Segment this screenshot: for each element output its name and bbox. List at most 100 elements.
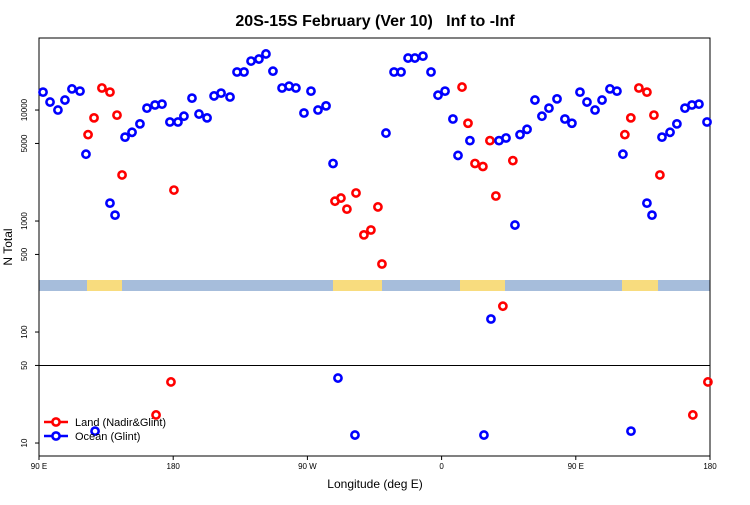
point	[410, 53, 420, 63]
point	[501, 133, 511, 143]
land-strip	[87, 280, 122, 291]
point	[127, 127, 137, 138]
point	[117, 170, 127, 180]
point	[194, 109, 204, 119]
point	[486, 314, 496, 324]
point	[522, 124, 532, 135]
point	[479, 430, 489, 440]
point	[328, 158, 338, 169]
point	[166, 377, 176, 387]
point	[426, 67, 436, 77]
point	[105, 87, 115, 98]
point	[703, 377, 713, 387]
legend-marker	[51, 417, 61, 427]
point	[567, 118, 577, 129]
point	[350, 430, 360, 440]
point	[377, 259, 387, 269]
point	[38, 87, 48, 98]
point	[45, 97, 55, 107]
point	[560, 114, 570, 124]
land-strip	[333, 280, 382, 291]
point	[366, 225, 376, 235]
point	[299, 108, 309, 118]
point	[333, 373, 343, 383]
point	[490, 191, 501, 201]
point	[626, 426, 636, 437]
point	[396, 67, 406, 77]
x-axis-label: Longitude (deg E)	[327, 477, 422, 491]
point	[582, 97, 592, 107]
point	[440, 86, 450, 97]
point	[418, 51, 428, 62]
point	[313, 105, 323, 115]
point	[179, 111, 189, 122]
point	[702, 117, 712, 127]
point	[373, 202, 383, 212]
point	[687, 410, 698, 420]
plot-frame	[38, 37, 711, 457]
point	[465, 135, 475, 146]
point	[515, 129, 525, 140]
point	[216, 88, 226, 99]
point	[105, 198, 115, 209]
point	[202, 112, 212, 123]
point	[453, 150, 463, 161]
x-tick-label: 180	[703, 462, 717, 471]
point	[246, 56, 256, 66]
point	[433, 90, 443, 101]
point	[457, 82, 467, 92]
chart-title: 20S-15S February (Ver 10) Inf to -Inf	[235, 13, 515, 30]
point	[694, 99, 704, 110]
point	[135, 118, 145, 129]
point	[552, 93, 562, 104]
point	[612, 86, 622, 97]
point	[268, 66, 278, 77]
point	[590, 105, 600, 115]
point	[544, 103, 554, 114]
y-tick-label: 1000	[20, 212, 29, 230]
point	[173, 117, 183, 127]
point	[81, 149, 91, 160]
y-tick-label: 500	[20, 247, 29, 261]
point	[665, 127, 675, 138]
legend-label: Land (Nadir&Glint)	[75, 417, 166, 429]
y-tick-label: 50	[20, 360, 29, 369]
point	[336, 193, 346, 203]
point	[321, 100, 331, 111]
y-tick-label: 10000	[20, 98, 29, 121]
point	[597, 95, 607, 105]
land-strip	[622, 280, 658, 291]
legend-marker	[51, 431, 61, 441]
x-tick-label: 90 E	[568, 462, 584, 471]
point	[157, 99, 167, 110]
point	[97, 83, 107, 93]
point	[142, 103, 152, 114]
point	[67, 84, 77, 94]
point	[633, 83, 644, 93]
y-tick-label: 10	[20, 438, 29, 447]
land-strip	[460, 280, 505, 291]
point	[75, 86, 85, 97]
point	[470, 158, 480, 169]
land-mask-strip	[39, 280, 710, 291]
point	[625, 112, 636, 123]
point	[89, 112, 99, 123]
x-tick-label: 0	[439, 462, 444, 471]
point	[169, 185, 179, 195]
point	[291, 83, 301, 93]
y-tick-label: 5000	[20, 134, 29, 152]
point	[83, 129, 93, 140]
x-tick-label: 90 E	[31, 462, 47, 471]
point	[53, 105, 63, 115]
point	[187, 93, 197, 104]
point	[239, 67, 249, 77]
x-tick-label: 90 W	[298, 462, 317, 471]
point	[463, 118, 473, 129]
point	[647, 210, 657, 221]
point	[619, 129, 630, 140]
point	[497, 301, 508, 312]
point	[351, 188, 361, 198]
point	[112, 110, 122, 121]
point	[381, 128, 391, 138]
